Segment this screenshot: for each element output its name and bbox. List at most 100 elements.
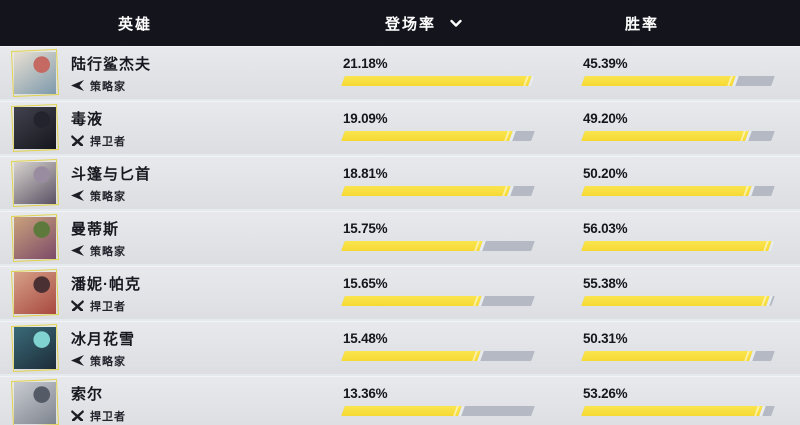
hero-cell: 索尔 捍卫者 <box>0 376 343 425</box>
win-rate-cell: 50.20% <box>581 156 800 209</box>
table-row[interactable]: 陆行鲨杰夫 策略家 21.18% 45.39% <box>0 46 800 99</box>
table-row[interactable]: 毒液 捍卫者 19.09% 49.20% <box>0 101 800 154</box>
win-rate-cell: 53.26% <box>581 376 800 425</box>
pick-rate-bar <box>341 131 535 141</box>
win-rate-bar-fill <box>581 296 773 306</box>
hero-cell: 斗篷与匕首 策略家 <box>0 156 343 209</box>
hero-role-label: 捍卫者 <box>90 300 126 313</box>
win-rate-value: 45.39% <box>583 55 628 71</box>
hero-role: 策略家 <box>71 243 126 259</box>
pick-rate-bar <box>341 186 535 196</box>
hero-avatar <box>14 271 56 314</box>
win-rate-bar <box>581 76 775 86</box>
hero-meta: 毒液 捍卫者 <box>71 107 126 149</box>
column-header-win-rate-label: 胜率 <box>625 15 660 33</box>
hero-name: 曼蒂斯 <box>71 220 120 238</box>
table-row[interactable]: 曼蒂斯 策略家 15.75% 56.03% <box>0 211 800 264</box>
pick-rate-value: 19.09% <box>343 110 388 126</box>
vanguard-cross-icon <box>71 135 84 146</box>
hero-name: 冰月花雪 <box>71 330 136 348</box>
column-header-win-rate[interactable]: 胜率 <box>583 13 800 34</box>
column-header-pick-rate-label: 登场率 <box>385 15 437 33</box>
hero-role: 策略家 <box>71 353 135 369</box>
win-rate-value: 55.38% <box>583 275 628 291</box>
pick-rate-bar <box>341 241 535 251</box>
column-header-pick-rate[interactable]: 登场率 <box>343 13 583 34</box>
hero-meta: 斗篷与匕首 策略家 <box>71 162 151 204</box>
win-rate-bar <box>581 296 775 306</box>
hero-avatar <box>14 326 56 369</box>
column-header-hero: 英雄 <box>0 13 343 34</box>
hero-avatar-image <box>14 326 56 369</box>
pick-rate-value: 15.48% <box>343 330 388 346</box>
win-rate-cell: 49.20% <box>581 101 800 154</box>
win-rate-cell: 50.31% <box>581 321 800 374</box>
hero-role: 策略家 <box>71 78 151 94</box>
win-rate-bar <box>581 186 775 196</box>
pick-rate-bar-fill <box>341 186 514 196</box>
hero-cell: 陆行鲨杰夫 策略家 <box>0 46 343 99</box>
hero-name: 毒液 <box>71 110 104 128</box>
win-rate-bar-fill <box>581 241 775 251</box>
hero-avatar-image <box>14 51 56 94</box>
pick-rate-bar-fill <box>341 241 487 251</box>
role-icon <box>71 355 84 366</box>
pick-rate-bar-fill <box>341 76 535 86</box>
hero-avatar <box>14 51 56 94</box>
hero-cell: 曼蒂斯 策略家 <box>0 211 343 264</box>
role-icon <box>71 300 84 311</box>
pick-rate-cell: 18.81% <box>341 156 583 209</box>
hero-avatar-image <box>14 161 56 204</box>
hero-avatar-image <box>14 381 56 424</box>
hero-rows: 陆行鲨杰夫 策略家 21.18% 45.39% <box>0 46 800 425</box>
table-row[interactable]: 冰月花雪 策略家 15.48% 50.31% <box>0 321 800 374</box>
hero-role: 捍卫者 <box>71 408 126 424</box>
hero-avatar <box>14 381 56 424</box>
hero-meta: 潘妮·帕克 捍卫者 <box>71 272 141 314</box>
pick-rate-bar <box>341 351 535 361</box>
win-rate-cell: 45.39% <box>581 46 800 99</box>
hero-meta: 陆行鲨杰夫 策略家 <box>71 52 151 94</box>
hero-avatar <box>14 161 56 204</box>
sort-chevron-down-icon[interactable] <box>448 15 464 31</box>
hero-name: 斗篷与匕首 <box>71 165 152 183</box>
pick-rate-bar-fill <box>341 351 484 361</box>
pick-rate-cell: 15.75% <box>341 211 583 264</box>
role-icon <box>71 190 84 201</box>
hero-name: 索尔 <box>71 385 104 403</box>
role-icon <box>71 410 84 421</box>
pick-rate-bar-fill <box>341 131 517 141</box>
hero-avatar-image <box>14 106 56 149</box>
win-rate-value: 53.26% <box>583 385 628 401</box>
hero-cell: 潘妮·帕克 捍卫者 <box>0 266 343 319</box>
table-header: 英雄 登场率 胜率 <box>0 0 800 46</box>
pick-rate-bar-fill <box>341 296 486 306</box>
win-rate-value: 50.31% <box>583 330 628 346</box>
win-rate-value: 56.03% <box>583 220 628 236</box>
strategist-arrow-icon <box>71 355 84 366</box>
table-row[interactable]: 斗篷与匕首 策略家 18.81% 50.20% <box>0 156 800 209</box>
hero-role: 策略家 <box>71 188 151 204</box>
table-row[interactable]: 索尔 捍卫者 13.36% 53.26% <box>0 376 800 425</box>
pick-rate-value: 15.75% <box>343 220 388 236</box>
hero-meta: 冰月花雪 策略家 <box>71 327 135 369</box>
pick-rate-cell: 21.18% <box>341 46 583 99</box>
win-rate-cell: 56.03% <box>581 211 800 264</box>
vanguard-cross-icon <box>71 410 84 421</box>
hero-role-label: 策略家 <box>90 355 126 368</box>
table-row[interactable]: 潘妮·帕克 捍卫者 15.65% 55.38% <box>0 266 800 319</box>
hero-cell: 毒液 捍卫者 <box>0 101 343 154</box>
pick-rate-cell: 13.36% <box>341 376 583 425</box>
hero-role-label: 捍卫者 <box>90 410 126 423</box>
hero-role-label: 策略家 <box>90 190 126 203</box>
hero-role: 捍卫者 <box>71 298 141 314</box>
role-icon <box>71 245 84 256</box>
pick-rate-cell: 15.65% <box>341 266 583 319</box>
hero-cell: 冰月花雪 策略家 <box>0 321 343 374</box>
pick-rate-cell: 15.48% <box>341 321 583 374</box>
hero-name: 陆行鲨杰夫 <box>71 55 152 73</box>
pick-rate-value: 15.65% <box>343 275 388 291</box>
pick-rate-bar <box>341 296 535 306</box>
role-icon <box>71 80 84 91</box>
